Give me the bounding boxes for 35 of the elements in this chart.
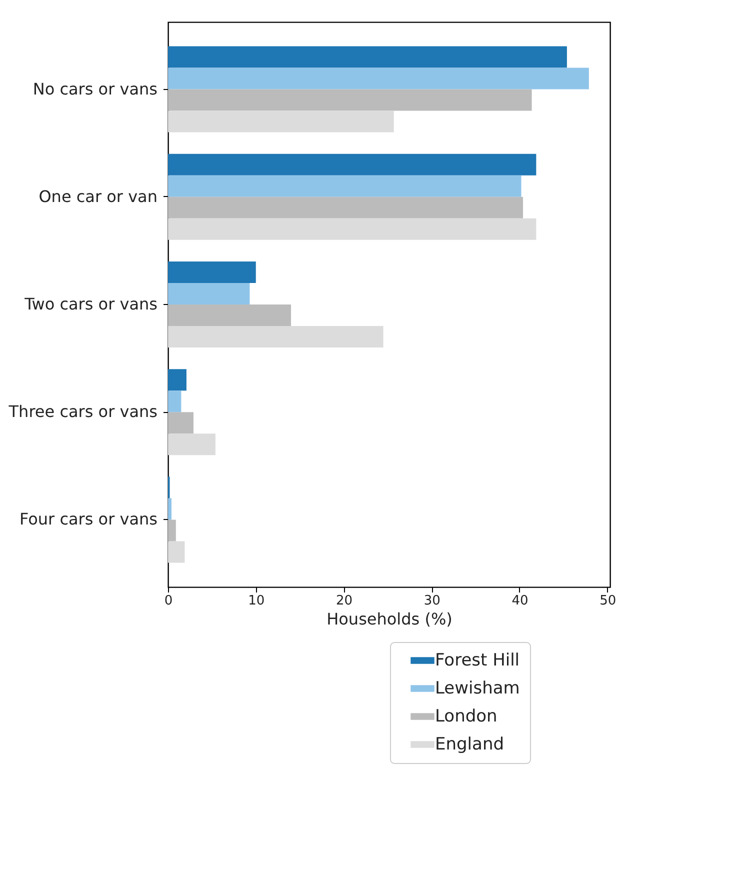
bar xyxy=(168,46,567,68)
legend-label: England xyxy=(435,734,504,754)
y-tick-label: One car or van xyxy=(38,186,158,206)
y-tick-label: Two cars or vans xyxy=(24,294,158,314)
x-axis-title: Households (%) xyxy=(326,610,452,628)
bar xyxy=(168,68,589,90)
bar xyxy=(168,434,216,456)
bar xyxy=(168,175,522,197)
x-tick-label: 20 xyxy=(336,594,353,608)
bar xyxy=(168,196,524,218)
bar xyxy=(168,520,176,542)
bar xyxy=(168,282,250,304)
y-tick-label: Four cars or vans xyxy=(19,510,158,529)
bar xyxy=(168,369,186,391)
x-tick-label: 50 xyxy=(600,594,616,608)
x-tick-label: 0 xyxy=(164,594,173,608)
x-tick-label: 30 xyxy=(424,594,440,608)
bar xyxy=(168,110,394,132)
bar xyxy=(168,89,532,111)
legend-label: London xyxy=(435,706,498,726)
bar xyxy=(168,541,185,563)
bar xyxy=(168,218,536,240)
bar xyxy=(168,412,194,434)
legend-label: Lewisham xyxy=(435,678,520,698)
bar xyxy=(168,390,182,412)
y-tick-label: No cars or vans xyxy=(32,79,158,98)
y-tick-label: Three cars or vans xyxy=(8,402,158,422)
bar xyxy=(168,304,292,326)
bar xyxy=(168,261,256,283)
bar xyxy=(168,326,384,348)
x-tick-label: 10 xyxy=(248,594,265,608)
legend-label: Forest Hill xyxy=(435,650,520,670)
bar xyxy=(168,498,172,520)
x-tick-label: 40 xyxy=(512,594,528,608)
bar xyxy=(168,154,536,176)
